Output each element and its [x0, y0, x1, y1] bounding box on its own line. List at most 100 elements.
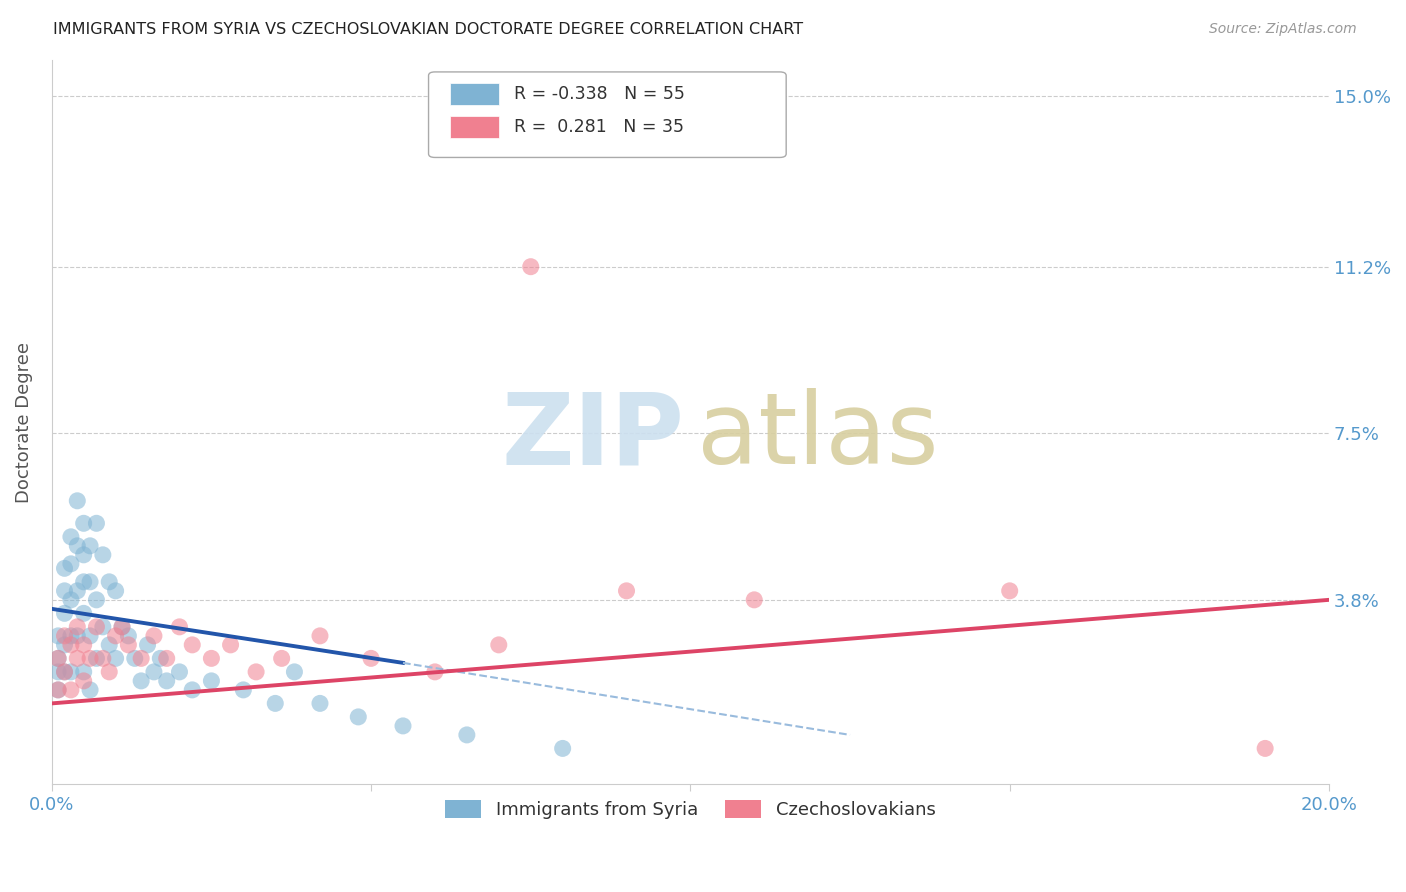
Point [111, 620, 134, 634]
Point [149, 651, 172, 665]
Point [129, 651, 152, 665]
Point [142, 665, 165, 679]
Point [551, 741, 574, 756]
Point [79, 651, 101, 665]
Point [98, 665, 121, 679]
Point [360, 651, 382, 665]
Point [73, 607, 96, 621]
Text: Source: ZipAtlas.com: Source: ZipAtlas.com [1209, 22, 1357, 37]
Y-axis label: Doctorate Degree: Doctorate Degree [15, 342, 32, 502]
Point [270, 651, 292, 665]
Point [200, 673, 222, 688]
Point [98, 574, 121, 589]
Point [86, 592, 108, 607]
Point [86, 620, 108, 634]
Point [124, 651, 146, 665]
Bar [450, 116, 499, 138]
Point [53, 629, 76, 643]
Point [53, 607, 76, 621]
Point [53, 665, 76, 679]
Point [142, 629, 165, 643]
Point [742, 592, 765, 607]
Point [46, 665, 69, 679]
Legend: Immigrants from Syria, Czechoslovakians: Immigrants from Syria, Czechoslovakians [439, 792, 943, 826]
Point [53, 638, 76, 652]
Point [91, 651, 114, 665]
Point [264, 697, 287, 711]
Text: ZIP: ZIP [501, 388, 683, 485]
Point [91, 620, 114, 634]
Point [46, 651, 69, 665]
Point [117, 629, 139, 643]
Text: R = -0.338   N = 55: R = -0.338 N = 55 [515, 85, 685, 103]
Point [73, 548, 96, 562]
Bar [450, 83, 499, 104]
Point [181, 682, 204, 697]
Point [59, 682, 82, 697]
Point [129, 673, 152, 688]
Point [181, 638, 204, 652]
Point [219, 638, 242, 652]
Point [519, 260, 541, 274]
Point [73, 638, 96, 652]
Point [423, 665, 446, 679]
Point [79, 682, 101, 697]
Point [59, 592, 82, 607]
Point [86, 651, 108, 665]
Point [169, 620, 191, 634]
Point [283, 665, 305, 679]
Point [998, 583, 1021, 598]
Point [104, 629, 127, 643]
Point [309, 697, 332, 711]
Point [232, 682, 254, 697]
Point [79, 539, 101, 553]
Point [1254, 741, 1277, 756]
Point [616, 583, 638, 598]
Point [73, 516, 96, 531]
Point [111, 620, 134, 634]
Point [488, 638, 510, 652]
Point [53, 583, 76, 598]
Point [46, 651, 69, 665]
Point [73, 673, 96, 688]
Point [59, 638, 82, 652]
Point [66, 493, 89, 508]
Point [46, 682, 69, 697]
Point [156, 651, 179, 665]
Point [91, 548, 114, 562]
Point [73, 665, 96, 679]
Point [309, 629, 332, 643]
Point [66, 583, 89, 598]
Point [66, 620, 89, 634]
Point [59, 629, 82, 643]
Point [59, 665, 82, 679]
Point [79, 629, 101, 643]
Point [104, 651, 127, 665]
Point [392, 719, 415, 733]
Point [98, 638, 121, 652]
Point [104, 583, 127, 598]
Point [46, 682, 69, 697]
Point [66, 539, 89, 553]
Point [117, 638, 139, 652]
Point [86, 516, 108, 531]
Point [156, 673, 179, 688]
Point [347, 710, 370, 724]
Text: R =  0.281   N = 35: R = 0.281 N = 35 [515, 118, 685, 136]
Text: IMMIGRANTS FROM SYRIA VS CZECHOSLOVAKIAN DOCTORATE DEGREE CORRELATION CHART: IMMIGRANTS FROM SYRIA VS CZECHOSLOVAKIAN… [53, 22, 804, 37]
FancyBboxPatch shape [429, 72, 786, 158]
Point [200, 651, 222, 665]
Point [169, 665, 191, 679]
Point [66, 629, 89, 643]
Point [53, 665, 76, 679]
Point [73, 574, 96, 589]
Point [53, 561, 76, 575]
Text: atlas: atlas [697, 388, 938, 485]
Point [245, 665, 267, 679]
Point [66, 651, 89, 665]
Point [59, 557, 82, 571]
Point [46, 629, 69, 643]
Point [456, 728, 478, 742]
Point [79, 574, 101, 589]
Point [59, 530, 82, 544]
